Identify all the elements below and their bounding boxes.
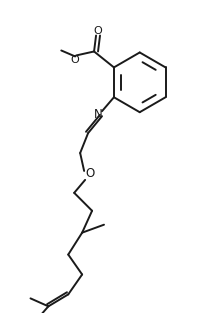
Text: O: O bbox=[71, 56, 80, 65]
Text: O: O bbox=[85, 167, 95, 181]
Text: N: N bbox=[94, 108, 102, 121]
Text: O: O bbox=[94, 25, 102, 35]
